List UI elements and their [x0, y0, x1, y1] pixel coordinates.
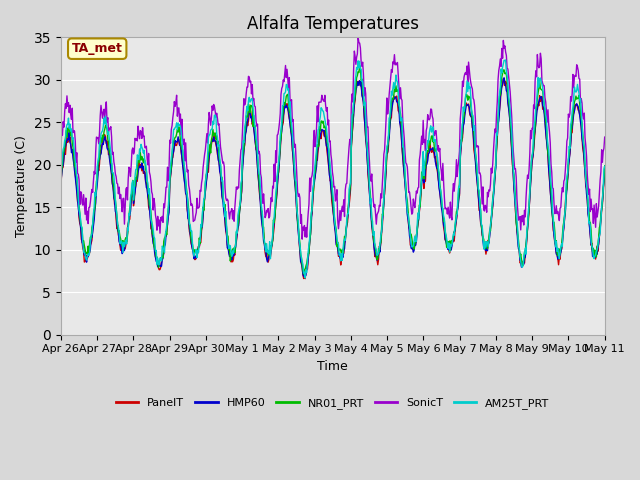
AM25T_PRT: [502, 57, 509, 63]
AM25T_PRT: [399, 144, 407, 149]
NR01_PRT: [300, 271, 307, 277]
SonicT: [355, 35, 362, 40]
PanelT: [67, 143, 75, 149]
SonicT: [57, 149, 65, 155]
HMP60: [301, 274, 308, 280]
HMP60: [415, 206, 423, 212]
SonicT: [67, 112, 75, 118]
NR01_PRT: [416, 204, 424, 210]
HMP60: [399, 164, 407, 169]
Legend: PanelT, HMP60, NR01_PRT, SonicT, AM25T_PRT: PanelT, HMP60, NR01_PRT, SonicT, AM25T_P…: [112, 394, 554, 414]
HMP60: [500, 75, 508, 81]
SonicT: [123, 185, 131, 191]
NR01_PRT: [123, 239, 131, 245]
SonicT: [401, 135, 408, 141]
PanelT: [415, 209, 423, 215]
PanelT: [123, 239, 131, 245]
HMP60: [601, 170, 609, 176]
AM25T_PRT: [207, 127, 214, 133]
NR01_PRT: [356, 62, 364, 68]
PanelT: [399, 162, 407, 168]
SonicT: [298, 236, 306, 242]
HMP60: [67, 141, 75, 147]
AM25T_PRT: [178, 139, 186, 144]
AM25T_PRT: [301, 275, 309, 281]
AM25T_PRT: [57, 165, 65, 171]
NR01_PRT: [601, 163, 609, 168]
AM25T_PRT: [67, 128, 75, 134]
PanelT: [178, 154, 186, 159]
Line: HMP60: HMP60: [61, 78, 605, 277]
HMP60: [57, 178, 65, 184]
AM25T_PRT: [601, 163, 609, 169]
PanelT: [499, 76, 507, 82]
Line: PanelT: PanelT: [61, 79, 605, 278]
NR01_PRT: [401, 162, 408, 168]
Y-axis label: Temperature (C): Temperature (C): [15, 135, 28, 237]
NR01_PRT: [67, 133, 75, 139]
Text: TA_met: TA_met: [72, 42, 123, 55]
NR01_PRT: [207, 150, 214, 156]
Line: AM25T_PRT: AM25T_PRT: [61, 60, 605, 278]
Line: SonicT: SonicT: [61, 37, 605, 239]
HMP60: [207, 142, 214, 148]
SonicT: [601, 134, 609, 140]
SonicT: [416, 152, 424, 157]
SonicT: [207, 122, 214, 128]
X-axis label: Time: Time: [317, 360, 348, 373]
HMP60: [123, 236, 131, 242]
AM25T_PRT: [123, 241, 131, 247]
Line: NR01_PRT: NR01_PRT: [61, 65, 605, 274]
Title: Alfalfa Temperatures: Alfalfa Temperatures: [247, 15, 419, 33]
AM25T_PRT: [415, 206, 423, 212]
HMP60: [178, 155, 186, 161]
PanelT: [207, 145, 214, 151]
SonicT: [178, 116, 186, 122]
PanelT: [57, 184, 65, 190]
PanelT: [601, 168, 609, 174]
NR01_PRT: [178, 146, 186, 152]
PanelT: [301, 276, 309, 281]
NR01_PRT: [57, 181, 65, 187]
